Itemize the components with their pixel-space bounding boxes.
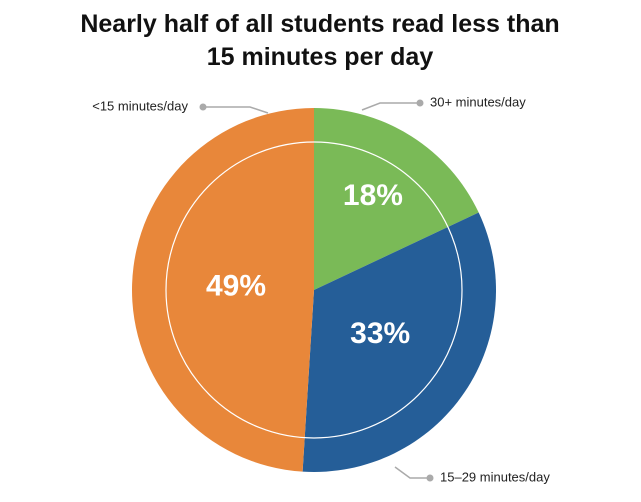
category-label: <15 minutes/day [92,98,188,113]
data-label: 49% [206,269,266,302]
inner-ring [165,141,463,439]
category-label: 30+ minutes/day [430,94,526,109]
leader-dot [416,99,424,107]
data-label: 18% [343,179,403,212]
leader-line [203,106,269,114]
pie-slice [302,212,497,473]
leader-dot [426,474,434,482]
leader-line [361,102,420,111]
pie-slice [314,108,479,290]
leader-dot [199,103,207,111]
data-label: 33% [350,317,410,350]
category-label: 15–29 minutes/day [440,469,550,484]
pie-slice [131,108,314,472]
leader-line [394,466,430,479]
chart-title: Nearly half of all students read less th… [80,10,560,71]
